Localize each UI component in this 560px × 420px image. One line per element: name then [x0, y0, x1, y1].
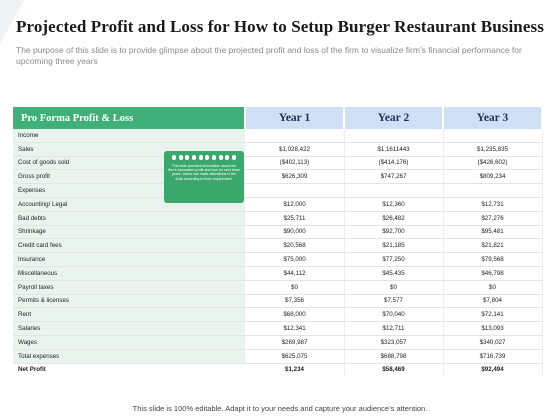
year-3-value: $1,235,835 [443, 142, 543, 157]
table-header-row: Pro Forma Profit & Loss Year 1 Year 2 Ye… [13, 107, 543, 129]
table-row: Accounting/ Legal $12,000 $12,360 $12,731 [13, 197, 543, 212]
year-2-value [344, 129, 444, 143]
table-row: Salaries $12,341 $12,711 $13,093 [13, 321, 543, 336]
row-label: Salaries [13, 321, 246, 336]
year-2-value: $7,577 [344, 294, 444, 309]
row-label: Permits & licenses [13, 294, 246, 309]
page-title: Projected Profit and Loss for How to Set… [16, 17, 544, 36]
year-3-value: $79,568 [443, 252, 543, 267]
year-1-header: Year 1 [245, 107, 345, 129]
row-label: Total expenses [13, 349, 246, 364]
table-row: Gross profit $626,309 $747,267 $809,234 [13, 169, 543, 185]
year-1-value: $1,028,422 [245, 142, 345, 157]
year-3-header: Year 3 [443, 107, 543, 129]
row-label: Net Profit [13, 362, 246, 377]
year-3-value: $95,481 [443, 225, 543, 240]
year-1-value: $90,000 [245, 225, 345, 240]
year-3-value: $27,276 [443, 211, 543, 226]
year-2-value: $1,1611443 [344, 142, 444, 157]
year-1-value: $625,075 [245, 349, 345, 364]
table-row: Bad debts $25,711 $26,482 $27,276 [13, 211, 543, 226]
table-row: Sales $1,028,422 $1,1611443 $1,235,835 [13, 142, 543, 157]
table-row: Miscellaneous $44,112 $45,435 $46,798 [13, 266, 543, 281]
table-row: Payroll taxes $0 $0 $0 [13, 280, 543, 295]
year-3-value: $92,494 [443, 362, 543, 377]
table-row: Income [13, 129, 543, 143]
table-row: Credit card fees $20,568 $21,185 $21,821 [13, 238, 543, 254]
year-1-value: $269,987 [245, 335, 345, 350]
year-3-value: $809,234 [443, 169, 543, 185]
table-row: Insurance $75,000 $77,250 $79,568 [13, 252, 543, 267]
year-3-value: $0 [443, 280, 543, 295]
year-1-value: $0 [245, 280, 345, 295]
year-3-value: $21,821 [443, 238, 543, 254]
year-2-value [344, 183, 444, 198]
table-header-label: Pro Forma Profit & Loss [13, 107, 246, 129]
row-label: Wages [13, 335, 246, 350]
year-3-value [443, 129, 543, 143]
profit-loss-table: Pro Forma Profit & Loss Year 1 Year 2 Ye… [13, 107, 543, 377]
year-2-value: $21,185 [344, 238, 444, 254]
year-2-header: Year 2 [344, 107, 444, 129]
year-3-value: $340,027 [443, 335, 543, 350]
table-row: Rent $68,000 $70,040 $72,141 [13, 307, 543, 323]
year-2-value: $688,798 [344, 349, 444, 364]
year-2-value: $747,267 [344, 169, 444, 185]
year-3-value: $716,739 [443, 349, 543, 364]
year-1-value: $44,112 [245, 266, 345, 281]
year-2-value: $45,435 [344, 266, 444, 281]
year-2-value: $26,482 [344, 211, 444, 226]
year-2-value: $12,711 [344, 321, 444, 336]
year-1-value: $25,711 [245, 211, 345, 226]
year-1-value [245, 183, 345, 198]
table-row: Wages $269,987 $323,057 $340,027 [13, 335, 543, 350]
row-label: Payroll taxes [13, 280, 246, 295]
page-subtitle: The purpose of this slide is to provide … [16, 45, 522, 66]
year-1-value [245, 129, 345, 143]
year-3-value: $13,093 [443, 321, 543, 336]
row-label: Bad debts [13, 211, 246, 226]
year-1-value: $68,000 [245, 307, 345, 323]
year-3-value: $72,141 [443, 307, 543, 323]
row-label: Income [13, 129, 246, 143]
year-1-value: $20,568 [245, 238, 345, 254]
table-row: Total expenses $625,075 $688,798 $716,739 [13, 349, 543, 364]
row-label: Credit card fees [13, 238, 246, 254]
table-row: Expenses [13, 183, 543, 198]
year-3-value: $12,731 [443, 197, 543, 212]
year-1-value: $1,234 [245, 362, 345, 377]
table-row: Permits & licenses $7,356 $7,577 $7,804 [13, 294, 543, 309]
year-2-value: $0 [344, 280, 444, 295]
year-2-value: $70,040 [344, 307, 444, 323]
year-1-value: $12,000 [245, 197, 345, 212]
year-1-value: $12,341 [245, 321, 345, 336]
year-3-value: $46,798 [443, 266, 543, 281]
year-3-value: ($426,602) [443, 156, 543, 171]
year-3-value [443, 183, 543, 198]
year-1-value: $75,000 [245, 252, 345, 267]
binder-holes [172, 155, 236, 161]
net-profit-row: Net Profit $1,234 $58,469 $92,494 [13, 362, 543, 377]
corner-decoration [0, 0, 24, 44]
footer-text: This slide is 100% editable. Adapt it to… [132, 404, 428, 413]
row-label: Rent [13, 307, 246, 323]
year-2-value: $12,360 [344, 197, 444, 212]
year-1-value: ($402,113) [245, 156, 345, 171]
sticky-note-text: This slide provides information about th… [168, 164, 240, 181]
row-label: Shrinkage [13, 225, 246, 240]
row-label: Miscellaneous [13, 266, 246, 281]
year-2-value: $323,057 [344, 335, 444, 350]
year-2-value: $58,469 [344, 362, 444, 377]
year-2-value: ($414,176) [344, 156, 444, 171]
table-row: Shrinkage $90,000 $92,700 $95,481 [13, 225, 543, 240]
year-3-value: $7,804 [443, 294, 543, 309]
table-row: Cost of goods sold ($402,113) ($414,176) ($… [13, 156, 543, 171]
row-label: Insurance [13, 252, 246, 267]
year-2-value: $77,250 [344, 252, 444, 267]
year-1-value: $626,309 [245, 169, 345, 185]
year-1-value: $7,356 [245, 294, 345, 309]
year-2-value: $92,700 [344, 225, 444, 240]
sticky-note: This slide provides information about th… [164, 151, 244, 203]
